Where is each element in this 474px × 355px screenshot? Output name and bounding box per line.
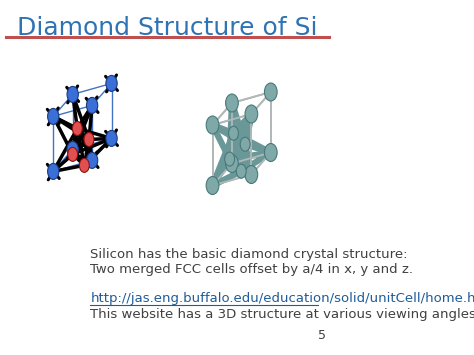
Circle shape [86,152,98,168]
Circle shape [79,158,89,172]
Circle shape [206,176,219,195]
Circle shape [225,152,235,166]
Circle shape [206,116,219,134]
Circle shape [73,121,82,136]
Circle shape [226,94,238,112]
Circle shape [67,141,78,157]
Circle shape [47,163,59,179]
Circle shape [47,108,59,124]
Circle shape [245,165,258,184]
Text: This website has a 3D structure at various viewing angles.: This website has a 3D structure at vario… [91,308,474,321]
Circle shape [237,164,246,178]
Circle shape [86,97,98,113]
Circle shape [68,147,78,162]
Circle shape [106,130,117,146]
Circle shape [240,137,250,151]
Text: 5: 5 [319,329,326,342]
Text: http://jas.eng.buffalo.edu/education/solid/unitCell/home.html: http://jas.eng.buffalo.edu/education/sol… [91,292,474,305]
Text: Silicon has the basic diamond crystal structure:: Silicon has the basic diamond crystal st… [91,248,408,261]
Circle shape [226,154,238,173]
Circle shape [84,132,94,147]
Circle shape [106,75,117,91]
Text: Diamond Structure of Si: Diamond Structure of Si [17,16,318,40]
Text: Two merged FCC cells offset by a/4 in x, y and z.: Two merged FCC cells offset by a/4 in x,… [91,263,413,276]
Circle shape [264,83,277,101]
Circle shape [228,126,238,140]
Circle shape [67,86,78,102]
Circle shape [264,143,277,162]
Circle shape [245,105,258,123]
